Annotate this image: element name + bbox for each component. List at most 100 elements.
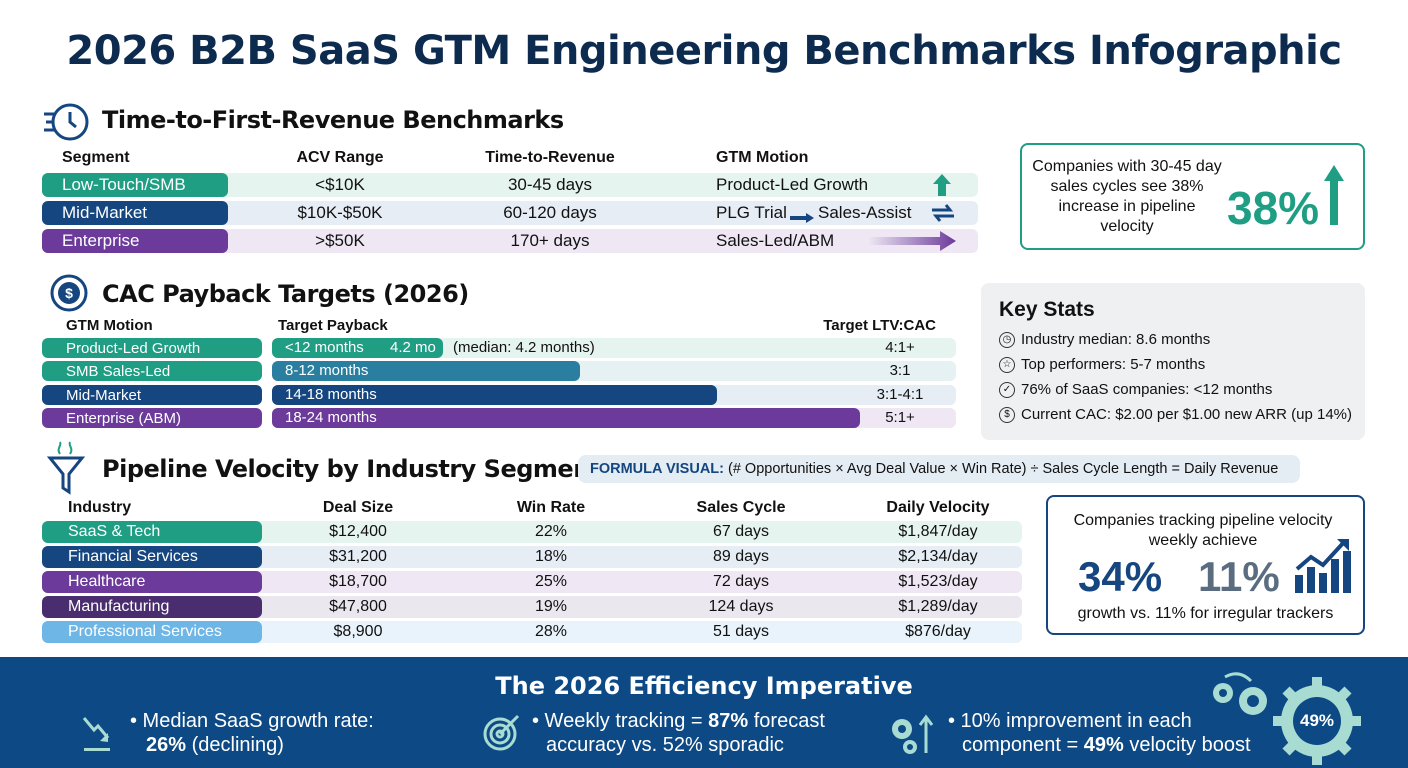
callout-value: 38% (1227, 182, 1320, 234)
col-header: ACV Range (296, 149, 384, 166)
payback-label: 14-18 months (285, 386, 377, 403)
time-to-revenue: 170+ days (510, 231, 590, 250)
arrow-right-icon (790, 210, 814, 223)
arrow-up-icon (933, 174, 951, 201)
band-text: • Weekly tracking = (532, 710, 709, 732)
deal-value: $12,400 (329, 523, 387, 540)
key-stats-heading: Key Stats (999, 298, 1095, 321)
key-stat-text: 76% of SaaS companies: <12 months (1021, 381, 1273, 398)
key-stat-text: Industry median: 8.6 months (1021, 331, 1211, 348)
key-stat-item: ☆ Top performers: 5-7 months (999, 352, 1352, 377)
band-heading: The 2026 Efficiency Imperative (495, 672, 913, 700)
swap-icon (930, 203, 956, 228)
cycle-value: 72 days (712, 573, 770, 590)
velocity-value: $1,847/day (898, 523, 978, 540)
table-row (42, 596, 1022, 618)
dollar-cycle-icon: $ (50, 274, 88, 312)
band-text: • 10% improvement in each component = (948, 710, 1192, 756)
velocity-callout: Companies with 30-45 day sales cycles se… (1020, 143, 1365, 250)
callout-text: Companies tracking pipeline velocity wee… (1073, 512, 1333, 549)
gtm-motion-2: Sales-Assist (818, 203, 912, 222)
velocity-value: $1,523/day (898, 573, 978, 590)
band-text: • Median SaaS growth rate: (130, 710, 374, 732)
ltv-cac: 4:1+ (885, 339, 915, 356)
payback-bar (272, 361, 580, 381)
segment-label: Low-Touch/SMB (42, 173, 228, 197)
industry-label: Professional Services (42, 621, 262, 643)
table-row (42, 521, 1022, 543)
table-row (42, 546, 1022, 568)
segment-label: Enterprise (42, 229, 228, 253)
svg-text:$: $ (65, 285, 73, 301)
cycle-value: 124 days (708, 598, 774, 615)
efficiency-band: The 2026 Efficiency Imperative • Median … (0, 657, 1408, 768)
ltv-cac: 3:1 (889, 362, 911, 379)
formula-text: (# Opportunities × Avg Deal Value × Win … (728, 461, 1279, 477)
ltv-cac: 3:1-4:1 (876, 386, 924, 403)
acv-range: $10K-$50K (297, 203, 383, 222)
key-stat-item: $ Current CAC: $2.00 per $1.00 new ARR (u… (999, 402, 1352, 427)
industry-label: Manufacturing (42, 596, 262, 618)
time-to-revenue: 30-45 days (507, 175, 593, 194)
cycle-value: 89 days (712, 548, 770, 565)
deal-value: $31,200 (329, 548, 387, 565)
col-header: Deal Size (322, 499, 394, 516)
payback-label: <12 months (285, 339, 364, 356)
motion-label: Mid-Market (42, 385, 262, 405)
gtm-motion: Product-Led Growth (716, 175, 869, 194)
section-heading-pipeline: Pipeline Velocity by Industry Segment (102, 455, 601, 483)
band-text: (declining) (186, 734, 284, 756)
gtm-motion: Sales-Led/ABM (716, 231, 835, 250)
col-header: Sales Cycle (696, 499, 786, 516)
trend-down-icon (82, 717, 110, 751)
band-text: velocity boost (1123, 734, 1251, 756)
col-header: GTM Motion (66, 317, 153, 334)
velocity-value: $2,134/day (898, 548, 978, 565)
deal-value: $8,900 (333, 623, 383, 640)
cycle-value: 67 days (712, 523, 770, 540)
key-stat-text: Current CAC: $2.00 per $1.00 new ARR (up… (1021, 406, 1353, 423)
dollar-icon: $ (999, 406, 1015, 423)
deal-value: $47,800 (329, 598, 387, 615)
callout-value-weekly: 34% (1078, 553, 1163, 600)
formula-box: FORMULA VISUAL: (# Opportunities × Avg D… (578, 455, 1300, 483)
segment-label: Mid-Market (42, 201, 228, 225)
page-title: 2026 B2B SaaS GTM Engineering Benchmarks… (66, 28, 1342, 74)
motion-label: Enterprise (ABM) (42, 408, 262, 428)
check-icon: ✓ (999, 381, 1015, 398)
star-icon: ☆ (999, 356, 1015, 373)
col-header: Industry (68, 499, 132, 516)
key-stat-text: Top performers: 5-7 months (1021, 356, 1206, 373)
clock-icon: ◷ (999, 331, 1015, 348)
bar-value: 4.2 mo (390, 339, 436, 356)
payback-bar (272, 408, 860, 428)
payback-bar (272, 338, 443, 358)
win-value: 19% (534, 598, 568, 615)
col-header: Target LTV:CAC (823, 317, 936, 334)
median-note: (median: 4.2 months) (453, 339, 595, 356)
industry-label: Healthcare (42, 571, 262, 593)
payback-bar (272, 385, 717, 405)
time-to-revenue: 60-120 days (503, 203, 597, 222)
band-highlight: 26% (146, 734, 187, 756)
key-stats-panel: Key Stats ◷ Industry median: 8.6 months ☆ T… (981, 283, 1365, 440)
motion-label: SMB Sales-Led (42, 361, 262, 381)
callout-text: growth vs. 11% for irregular trackers (1077, 605, 1334, 622)
target-icon (483, 714, 520, 751)
gears-icon (1213, 672, 1361, 765)
callout-text: Companies with 30-45 day sales cycles se… (1032, 158, 1222, 235)
arrow-up-icon (1324, 165, 1344, 225)
industry-label: Financial Services (42, 546, 262, 568)
ltv-cac: 5:1+ (885, 409, 915, 426)
win-value: 18% (534, 548, 568, 565)
win-value: 25% (534, 573, 568, 590)
industry-label: SaaS & Tech (42, 521, 262, 543)
key-stat-item: ✓ 76% of SaaS companies: <12 months (999, 377, 1352, 402)
callout-value-irregular: 11% (1198, 553, 1280, 600)
table-row (42, 571, 1022, 593)
gear-value: 49% (1299, 711, 1335, 730)
band-highlight: 49% (1083, 734, 1124, 756)
section-heading-cac: CAC Payback Targets (2026) (102, 280, 469, 308)
col-header: Win Rate (516, 499, 586, 516)
key-stat-item: ◷ Industry median: 8.6 months (999, 327, 1352, 352)
